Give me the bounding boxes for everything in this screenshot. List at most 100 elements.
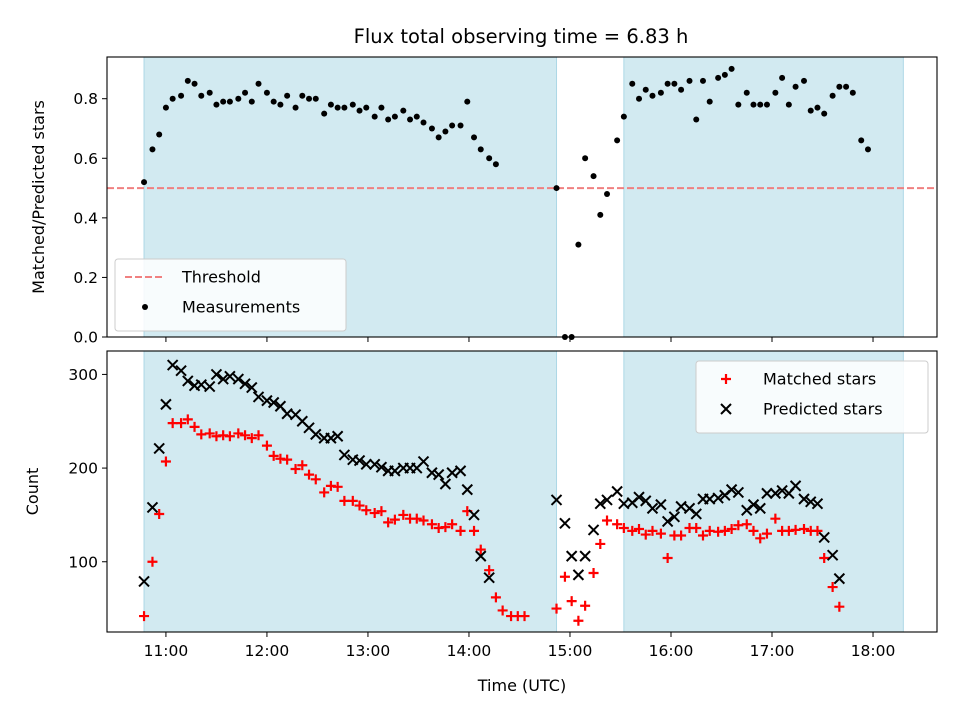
predicted-star-point xyxy=(776,484,788,497)
matched-star-point xyxy=(634,523,645,534)
matched-star-point xyxy=(662,553,673,564)
measurement-point xyxy=(772,89,779,96)
measurement-point xyxy=(843,83,850,90)
matched-star-point xyxy=(741,519,752,530)
top-axes-frame xyxy=(106,56,938,338)
predicted-star-point xyxy=(565,550,578,562)
predicted-star-point xyxy=(754,502,766,515)
measurement-point xyxy=(213,101,220,108)
matched-star-point xyxy=(240,430,251,441)
measurement-point xyxy=(306,95,313,102)
predicted-star-point xyxy=(203,380,216,393)
predicted-star-point xyxy=(587,524,600,536)
y-tick-label: 0.0 xyxy=(73,329,98,347)
measurement-point xyxy=(428,125,435,132)
measurement-point xyxy=(277,101,284,108)
legend-label: Matched stars xyxy=(763,370,876,389)
matched-star-point xyxy=(261,440,272,451)
measurement-point xyxy=(391,113,398,120)
measurement-point xyxy=(270,98,277,105)
legend-predicted-swatch xyxy=(720,403,732,415)
measurement-point xyxy=(312,95,319,102)
measurement-point xyxy=(785,101,792,108)
predicted-star-point xyxy=(594,497,606,510)
measurement-point xyxy=(649,92,656,99)
predicted-star-point xyxy=(661,515,674,528)
matched-star-point xyxy=(559,571,570,582)
matched-star-point xyxy=(551,603,562,614)
measurement-point xyxy=(721,71,728,78)
measurement-point xyxy=(678,86,685,93)
measurement-point xyxy=(590,173,597,180)
measurement-point xyxy=(162,104,169,111)
predicted-star-point xyxy=(712,492,724,504)
matched-star-point xyxy=(761,528,772,539)
measurement-point xyxy=(371,113,378,120)
y-tick-label: 0.8 xyxy=(73,90,98,108)
measurement-point xyxy=(178,92,185,99)
matched-star-point xyxy=(475,544,486,555)
measurement-point xyxy=(821,110,828,117)
matched-star-point xyxy=(304,469,315,480)
legend-label: Threshold xyxy=(181,268,261,287)
predicted-star-point xyxy=(826,549,839,561)
matched-star-point xyxy=(497,605,508,616)
measurement-point xyxy=(378,104,385,111)
matched-star-point xyxy=(573,615,584,626)
measurement-point xyxy=(226,98,233,105)
predicted-star-point xyxy=(426,467,438,479)
predicted-star-point xyxy=(611,485,623,498)
predicted-star-point xyxy=(668,511,681,523)
matched-star-point xyxy=(819,553,830,564)
measurement-point xyxy=(435,134,442,141)
matched-star-point xyxy=(704,525,715,536)
matched-star-point xyxy=(354,500,365,511)
predicted-star-point xyxy=(655,498,667,511)
predicted-star-point xyxy=(166,359,179,371)
measurement-point xyxy=(604,191,611,198)
measurement-point xyxy=(836,83,843,90)
measurement-point xyxy=(693,116,700,123)
matched-star-point xyxy=(339,495,350,506)
predicted-star-point xyxy=(725,483,738,496)
measurement-point xyxy=(156,131,163,138)
measurement-point xyxy=(858,137,865,144)
measurement-point xyxy=(263,89,270,96)
matched-star-point xyxy=(455,525,466,536)
measurement-point xyxy=(699,77,706,84)
measurement-point xyxy=(191,80,198,87)
measurement-point xyxy=(706,98,713,105)
matched-star-point xyxy=(389,514,400,525)
measurement-point xyxy=(553,185,560,192)
matched-star-point xyxy=(268,450,279,461)
y-tick-label: 0.6 xyxy=(73,150,98,168)
x-tick-label: 11:00 xyxy=(144,642,189,660)
predicted-star-point xyxy=(805,496,817,508)
matched-star-point xyxy=(347,495,358,506)
predicted-star-point xyxy=(461,483,473,496)
measurement-point xyxy=(449,122,456,129)
predicted-star-point xyxy=(454,465,467,477)
predicted-star-point xyxy=(789,480,802,492)
matched-star-point xyxy=(332,481,343,492)
measurement-point xyxy=(728,65,735,72)
predicted-star-point xyxy=(633,491,645,503)
predicted-star-point xyxy=(646,502,659,515)
measurement-point xyxy=(206,89,213,96)
measurement-point xyxy=(292,104,299,111)
predicted-star-point xyxy=(761,487,773,500)
measurement-point xyxy=(327,101,334,108)
bottom-axes-frame xyxy=(106,350,938,633)
predicted-star-point xyxy=(550,494,563,506)
measurement-point xyxy=(597,211,604,218)
measurement-point xyxy=(575,241,582,248)
predicted-star-point xyxy=(182,375,194,387)
measurement-point xyxy=(464,98,471,105)
legend-box xyxy=(114,258,347,332)
matched-star-point xyxy=(297,460,308,471)
measurement-point xyxy=(356,107,363,114)
matched-star-point xyxy=(426,519,437,530)
matched-star-point xyxy=(154,508,165,519)
measurement-point xyxy=(442,128,449,135)
top-panel: 0.00.20.40.60.8 Matched/Predicted stars … xyxy=(29,56,938,347)
